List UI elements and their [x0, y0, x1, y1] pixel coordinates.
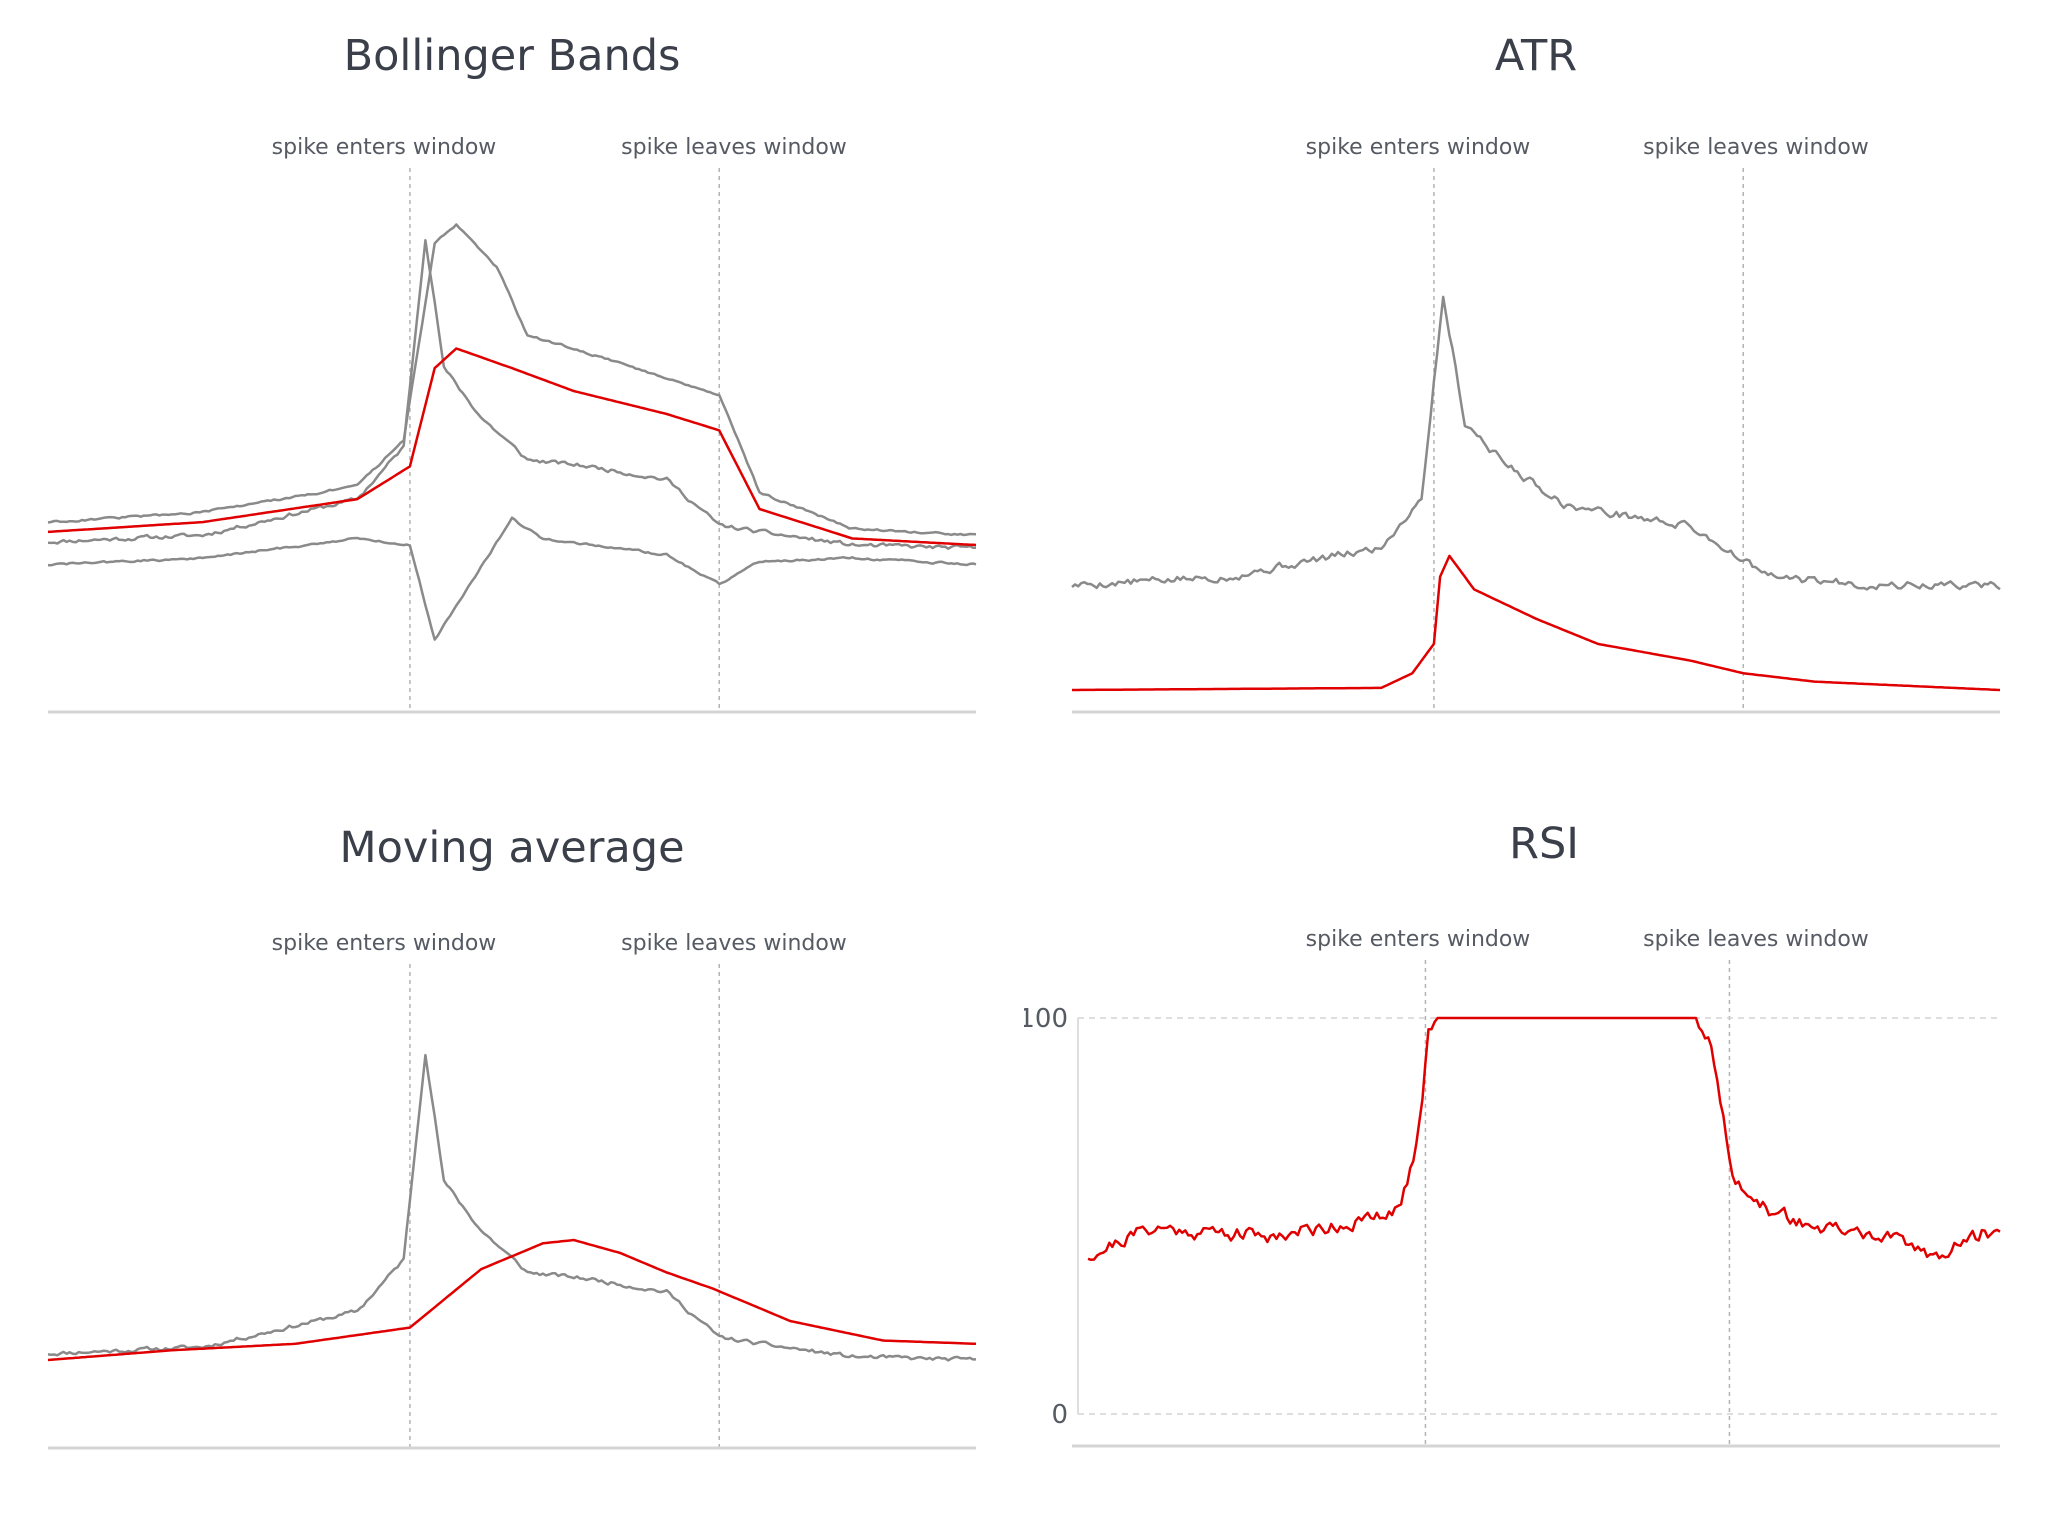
chart-title: Bollinger Bands: [344, 31, 681, 81]
annotation-spike-leaves: spike leaves window: [621, 931, 847, 956]
annotation-spike-enters: spike enters window: [1306, 135, 1531, 160]
moving-average-line: [47, 1238, 977, 1362]
chart-title: RSI: [1509, 819, 1579, 869]
bollinger-bands-panel: Bollinger Bands spike enters window spike …: [0, 0, 1024, 768]
true-range-line: [1071, 295, 2001, 591]
y-tick-label-100: 100: [1024, 1004, 1068, 1034]
moving-average-chart: Moving average spike enters window spike l…: [47, 823, 977, 1450]
annotation-spike-leaves: spike leaves window: [1643, 927, 1869, 952]
y-tick-label-0: 0: [1051, 1400, 1068, 1430]
annotation-spike-enters: spike enters window: [1306, 927, 1531, 952]
annotation-spike-leaves: spike leaves window: [621, 135, 847, 160]
lower-band-line: [47, 516, 977, 641]
chart-title: ATR: [1495, 31, 1577, 81]
atr-chart: ATR spike enters window spike leaves windo…: [1071, 31, 2001, 714]
middle-band-line: [47, 347, 977, 547]
annotation-spike-enters: spike enters window: [272, 931, 497, 956]
price-series-line: [47, 1053, 976, 1362]
bollinger-bands-chart: Bollinger Bands spike enters window spike …: [47, 31, 977, 714]
atr-panel: ATR spike enters window spike leaves windo…: [1024, 0, 2048, 768]
annotation-spike-leaves: spike leaves window: [1643, 135, 1869, 160]
rsi-line: [1087, 1016, 2001, 1262]
price-series-line: [47, 238, 976, 550]
upper-band-line: [47, 223, 977, 537]
chart-title: Moving average: [339, 823, 684, 873]
moving-average-panel: Moving average spike enters window spike l…: [0, 768, 1024, 1536]
annotation-spike-enters: spike enters window: [272, 135, 497, 160]
atr-line: [1072, 554, 2001, 692]
rsi-panel: RSI spike enters window spike leaves windo…: [1024, 768, 2048, 1536]
rsi-chart: RSI spike enters window spike leaves windo…: [1024, 819, 2001, 1448]
